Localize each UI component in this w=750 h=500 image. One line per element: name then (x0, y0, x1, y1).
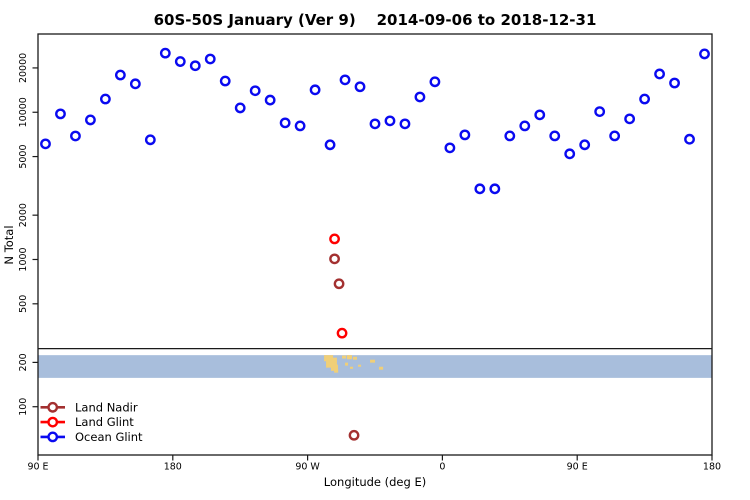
map-strip-land (334, 369, 339, 373)
data-point-ocean-glint (519, 120, 531, 132)
map-strip-land (345, 362, 349, 366)
data-point-ocean-glint (579, 139, 591, 151)
data-point-ocean-glint (279, 117, 291, 129)
data-point-ocean-glint (339, 74, 351, 86)
map-strip-land (342, 355, 347, 359)
data-point-ocean-glint (85, 114, 96, 126)
data-point-ocean-glint (219, 75, 231, 87)
x-tick-label: 180 (164, 462, 182, 473)
y-tick-label: 5000 (18, 144, 29, 168)
data-point-ocean-glint (55, 108, 66, 120)
data-point-ocean-glint (699, 48, 710, 60)
data-point-ocean-glint (309, 84, 321, 96)
data-point-ocean-glint (459, 129, 471, 141)
y-tick-label: 10000 (18, 97, 29, 127)
legend-label-land-nadir: Land Nadir (75, 400, 138, 414)
x-tick-label: 0 (439, 462, 445, 473)
data-point-land-nadir (329, 253, 340, 265)
data-point-ocean-glint (669, 77, 680, 89)
y-tick-label: 2000 (18, 203, 29, 227)
y-tick-label: 1000 (18, 247, 29, 271)
y-tick-label: 200 (18, 353, 29, 371)
data-point-ocean-glint (489, 183, 501, 195)
map-strip-land (370, 359, 375, 363)
map-strip-land (346, 355, 352, 360)
map-strip-land (330, 364, 339, 371)
map-strip-land (326, 357, 337, 368)
data-point-ocean-glint (354, 81, 366, 93)
data-point-ocean-glint (294, 120, 306, 132)
data-point-ocean-glint (429, 76, 441, 88)
map-strip-land (349, 366, 353, 369)
x-tick-label: 90 W (295, 462, 320, 473)
data-point-ocean-glint (534, 109, 546, 121)
legend-key-land-nadir-icon (47, 401, 59, 413)
data-point-ocean-glint (624, 113, 636, 125)
data-point-ocean-glint (564, 148, 576, 160)
data-point-ocean-glint (654, 68, 665, 80)
map-strip-land (358, 364, 362, 367)
x-tick-label: 90 E (27, 462, 48, 473)
y-tick-label: 500 (18, 295, 29, 313)
legend-label-land-glint: Land Glint (75, 415, 134, 429)
data-point-ocean-glint (70, 130, 81, 142)
map-strip-ocean (38, 355, 712, 378)
data-point-ocean-glint (414, 91, 426, 103)
data-point-land-nadir (333, 278, 345, 290)
data-point-ocean-glint (174, 56, 186, 67)
plot-border (37, 33, 713, 456)
map-strip-land (379, 366, 384, 370)
data-point-ocean-glint (264, 94, 276, 106)
data-point-ocean-glint (100, 93, 111, 105)
data-point-ocean-glint (639, 93, 650, 105)
data-point-ocean-glint (144, 134, 156, 146)
data-point-ocean-glint (399, 118, 411, 130)
data-point-ocean-glint (384, 115, 396, 127)
y-tick-label: 20000 (18, 53, 29, 83)
x-tick-label: 90 E (567, 462, 588, 473)
legend-key-land-glint-icon (47, 416, 59, 428)
data-point-ocean-glint (114, 69, 126, 81)
data-point-ocean-glint (204, 53, 216, 65)
data-point-ocean-glint (369, 118, 381, 130)
data-point-ocean-glint (609, 130, 621, 142)
legend-label-ocean-glint: Ocean Glint (75, 430, 143, 444)
chart-title: 60S-50S January (Ver 9) 2014-09-06 to 20… (153, 11, 597, 29)
x-tick-label: 180 (703, 462, 721, 473)
data-point-land-glint (329, 233, 340, 245)
data-point-ocean-glint (474, 183, 486, 195)
legend-key-ocean-glint-icon (47, 431, 59, 443)
data-point-ocean-glint (324, 139, 336, 151)
data-point-ocean-glint (129, 78, 141, 90)
data-point-ocean-glint (159, 47, 171, 59)
data-point-ocean-glint (549, 130, 561, 142)
data-point-land-glint (336, 327, 348, 339)
map-strip-land (352, 356, 358, 360)
data-point-ocean-glint (594, 106, 606, 118)
data-point-ocean-glint (40, 138, 51, 150)
x-axis-title: Longitude (deg E) (323, 475, 427, 489)
data-point-ocean-glint (684, 133, 695, 145)
data-point-land-nadir (348, 429, 360, 441)
data-point-ocean-glint (234, 102, 246, 114)
data-point-ocean-glint (189, 60, 201, 72)
data-point-ocean-glint (504, 130, 516, 142)
y-tick-label: 100 (18, 398, 29, 416)
data-point-ocean-glint (444, 142, 456, 154)
data-point-ocean-glint (249, 85, 261, 97)
